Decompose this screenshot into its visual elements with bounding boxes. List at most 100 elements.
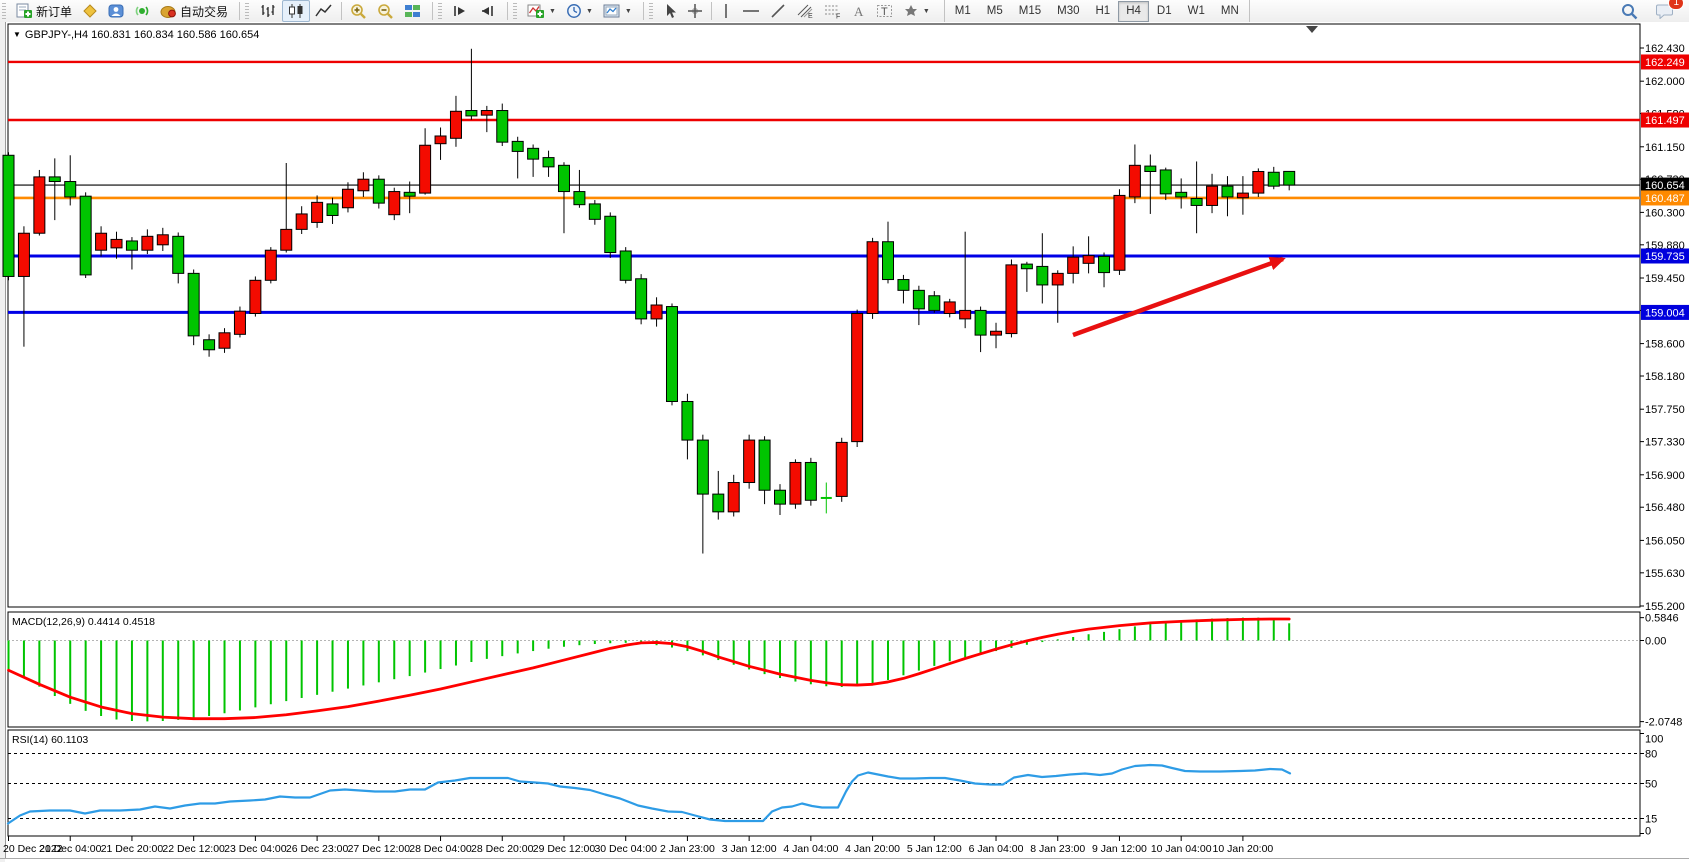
notifications-button[interactable]: 1 [1651,0,1684,22]
candle-body [1144,165,1157,172]
timeframe-button-m1[interactable]: M1 [954,5,971,17]
date-label: 4 Jan 20:00 [845,843,900,855]
zoom-in-button[interactable] [345,0,372,22]
period-clock-icon [566,3,582,19]
horizontal-line-button[interactable] [737,0,765,22]
template-button[interactable]: ▼ [598,0,637,22]
candle-body [295,213,308,230]
vertical-line-button[interactable] [715,0,737,22]
chart-wizard-button[interactable] [77,0,103,22]
candle-body [650,304,663,320]
tile-windows-button[interactable] [399,0,426,22]
notification-badge: 1 [1668,0,1684,10]
date-label: 21 Dec 20:00 [101,843,164,855]
candle-body [388,191,401,216]
fibonacci-button[interactable]: F [819,0,847,22]
candle-body [1175,191,1188,198]
candle-body [218,332,231,349]
candle-body [527,147,540,160]
candle-body [1206,185,1219,206]
date-label: 9 Jan 12:00 [1092,843,1147,855]
date-label: 28 Dec 04:00 [409,843,472,855]
timeframe-button-h1[interactable]: H1 [1095,5,1111,17]
candle-body [1082,255,1095,264]
new-order-button[interactable]: 新订单 [11,0,77,22]
rsi-axis-tick: 50 [1645,779,1657,791]
timeframe-button-m30[interactable]: M30 [1057,5,1080,17]
ohlc-bars-button[interactable] [254,0,282,22]
crosshair-button[interactable] [682,0,708,22]
candle-body [912,289,925,310]
chart-stage[interactable]: 162.430162.000161.580161.150160.730160.3… [0,22,1689,862]
profile-button[interactable] [103,0,129,22]
timeframe-button-h4[interactable]: H4 [1118,0,1149,22]
candle-body [727,482,740,513]
candle-body [1020,263,1033,270]
timeframe-button-d1[interactable]: D1 [1156,5,1172,17]
channel-button[interactable]: E [791,0,819,22]
arrows-button[interactable]: ▼ [898,0,935,22]
candle-body [2,154,15,277]
date-label: 5 Jan 12:00 [907,843,962,855]
date-label: 3 Jan 12:00 [722,843,777,855]
candlestick-button[interactable] [282,0,311,22]
period-button[interactable]: ▼ [561,0,598,22]
signal-button[interactable] [129,0,155,22]
chart-shift-marker[interactable] [1306,26,1318,33]
date-label: 23 Dec 04:00 [224,843,287,855]
candle-body [604,215,617,254]
text-icon: A [852,3,866,19]
symbol-label[interactable]: ▼ GBPJPY-,H4 160.831 160.834 160.586 160.… [13,29,260,41]
candle-body [696,439,709,495]
chart-canvas[interactable]: 162.430162.000161.580161.150160.730160.3… [0,22,1689,862]
candle-body [496,110,509,143]
line-chart-button[interactable] [310,0,338,22]
macd-indicator-label: MACD(12,26,9) 0.4414 0.4518 [12,616,156,628]
timeframe-button-mn[interactable]: MN [1220,5,1239,17]
autotrade-icon [160,3,177,19]
price-tick: 158.180 [1645,371,1685,383]
text-label-button[interactable]: T [871,0,898,22]
candle-body [557,164,570,193]
candle-body [804,461,817,501]
text-button[interactable]: A [847,0,871,22]
chart-wizard-icon [82,3,98,19]
candle-body [311,201,324,223]
candle-body [110,238,123,249]
zoom-out-button[interactable] [372,0,399,22]
price-tick: 155.630 [1645,568,1685,580]
timeframe-button-w1[interactable]: W1 [1187,5,1205,17]
date-label: 27 Dec 12:00 [348,843,411,855]
trendline-button[interactable] [765,0,791,22]
trend-arrow[interactable] [1072,256,1286,338]
date-label: 26 Dec 23:00 [286,843,349,855]
candle-body [1036,265,1049,286]
zoom-out-icon [377,3,394,19]
arrows-icon [903,3,919,19]
price-tick: 156.480 [1645,502,1685,514]
fibonacci-icon: F [824,3,842,19]
svg-text:F: F [836,14,840,20]
candle-body [959,309,972,320]
autotrade-button[interactable]: 自动交易 [155,0,233,22]
profile-icon [108,3,124,19]
price-tick: 155.200 [1645,601,1685,613]
date-label: 2 Jan 23:00 [660,843,715,855]
timeframe-button-m15[interactable]: M15 [1018,5,1042,17]
trendline-icon [770,3,786,19]
price-badge [1641,304,1689,320]
candle-body [851,312,864,443]
candle-body [125,240,138,251]
macd-signal-line [7,617,1291,721]
candle-body [573,191,586,206]
symbol-dropdown-icon[interactable]: ▼ [13,30,21,39]
add-indicator-button[interactable]: ▼ [522,0,561,22]
search-button[interactable] [1616,0,1643,22]
chart-shift-button[interactable] [474,0,501,22]
date-label: 8 Jan 23:00 [1030,843,1085,855]
timeframe-button-m5[interactable]: M5 [986,5,1003,17]
auto-scroll-button[interactable] [447,0,474,22]
cursor-button[interactable] [658,0,682,22]
macd-panel [7,617,1640,722]
